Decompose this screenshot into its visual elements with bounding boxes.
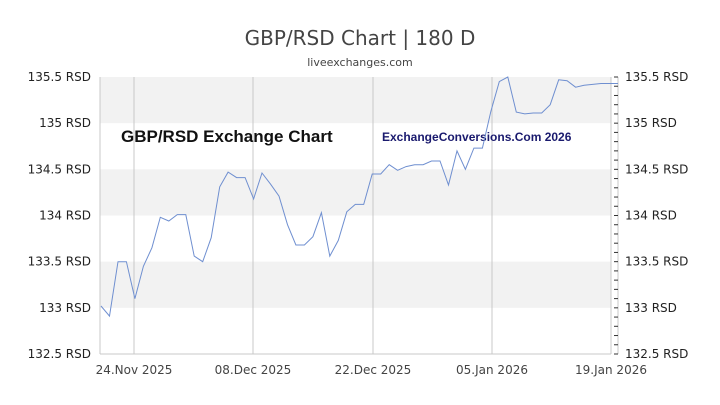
band: [100, 261, 611, 308]
band: [100, 169, 611, 216]
watermark-left: GBP/RSD Exchange Chart: [121, 127, 333, 146]
y-axis-left-labels: 135.5 RSD 135 RSD 134.5 RSD 134 RSD 133.5 RS…: [28, 70, 91, 361]
axes: [99, 76, 619, 355]
y-tick-label: 135.5 RSD: [28, 70, 91, 84]
y-tick-label: 134.5 RSD: [28, 162, 91, 176]
y-tick-label: 133 RSD: [39, 301, 91, 315]
x-tick-label: 24.Nov 2025: [96, 363, 173, 377]
x-tick-label: 22.Dec 2025: [335, 363, 412, 377]
y-tick-label: 132.5 RSD: [625, 347, 688, 361]
y-tick-label: 135 RSD: [625, 116, 677, 130]
x-tick-label: 08.Dec 2025: [215, 363, 292, 377]
x-tick-label: 19.Jan 2026: [575, 363, 647, 377]
x-tick-label: 05.Jan 2026: [456, 363, 528, 377]
x-axis-labels: 24.Nov 2025 08.Dec 2025 22.Dec 2025 05.Jan …: [96, 363, 647, 377]
rate-line: [100, 76, 618, 318]
vertical-gridlines: [133, 77, 612, 354]
y-tick-label: 135 RSD: [39, 116, 91, 130]
y-tick-label: 134 RSD: [625, 209, 677, 223]
chart-subtitle: liveexchanges.com: [307, 56, 413, 69]
background-bands: [100, 77, 611, 308]
y-tick-label: 135.5 RSD: [625, 70, 688, 84]
chart-title: GBP/RSD Chart | 180 D: [244, 26, 476, 50]
watermark-right: ExchangeConversions.Com 2026: [382, 130, 572, 144]
y-tick-label: 134 RSD: [39, 209, 91, 223]
y-tick-label: 134.5 RSD: [625, 162, 688, 176]
y-tick-label: 132.5 RSD: [28, 347, 91, 361]
y-tick-label: 133.5 RSD: [28, 255, 91, 269]
y-tick-label: 133.5 RSD: [625, 255, 688, 269]
band: [100, 77, 611, 124]
y-tick-label: 133 RSD: [625, 301, 677, 315]
y-axis-right-labels: 135.5 RSD 135 RSD 134.5 RSD 134 RSD 133.5 RS…: [625, 70, 688, 361]
